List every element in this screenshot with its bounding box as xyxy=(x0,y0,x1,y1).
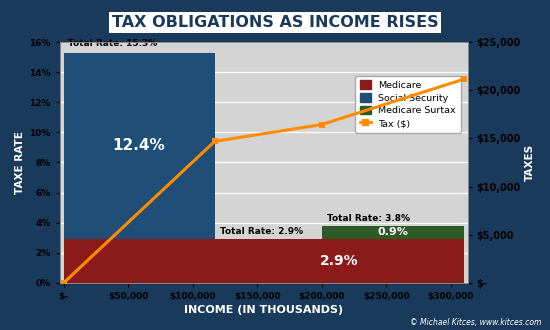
Y-axis label: TAXES: TAXES xyxy=(525,144,535,181)
Bar xyxy=(322,226,464,239)
Text: 0.9%: 0.9% xyxy=(377,227,408,237)
Text: © Michael Kitces, www.kitces.com: © Michael Kitces, www.kitces.com xyxy=(410,318,542,327)
Bar xyxy=(322,239,464,283)
X-axis label: INCOME (IN THOUSANDS): INCOME (IN THOUSANDS) xyxy=(184,305,343,315)
Text: 2.9%: 2.9% xyxy=(320,254,359,268)
Text: TAX OBLIGATIONS AS INCOME RISES: TAX OBLIGATIONS AS INCOME RISES xyxy=(112,15,438,30)
Text: Total Rate: 2.9%: Total Rate: 2.9% xyxy=(220,227,303,236)
Bar xyxy=(64,52,215,239)
Legend: Medicare, Social Security, Medicare Surtax, Tax ($): Medicare, Social Security, Medicare Surt… xyxy=(355,76,461,133)
Text: Total Rate: 3.8%: Total Rate: 3.8% xyxy=(327,214,410,223)
Bar xyxy=(64,239,215,283)
Text: 12.4%: 12.4% xyxy=(113,138,166,153)
Text: Total Rate: 15.3%: Total Rate: 15.3% xyxy=(68,39,157,48)
Y-axis label: TAXE RATE: TAXE RATE xyxy=(15,131,25,194)
Bar xyxy=(214,239,322,283)
